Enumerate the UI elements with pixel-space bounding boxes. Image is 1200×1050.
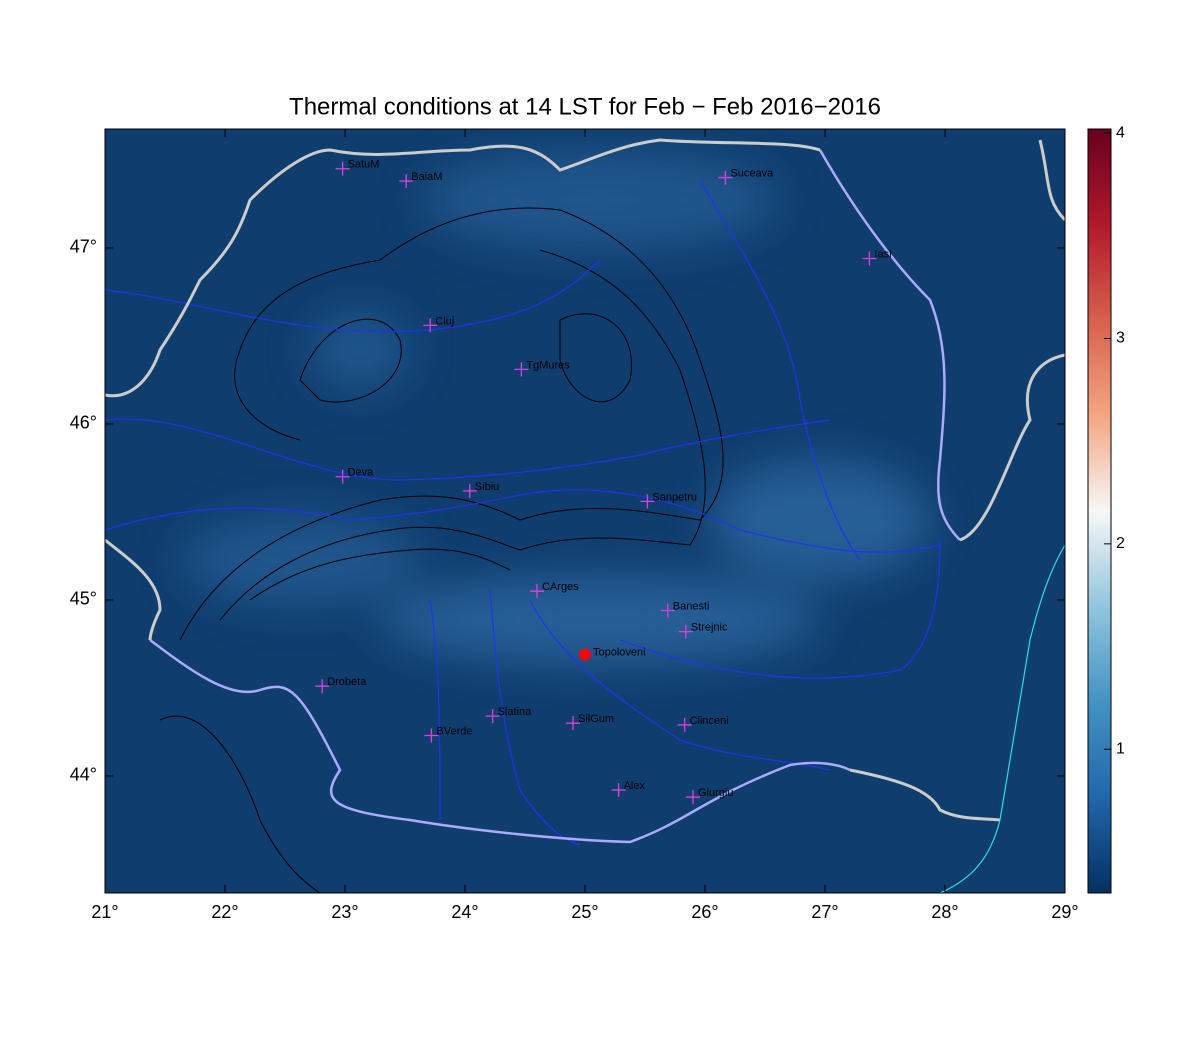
station: Suceava [718,167,774,185]
highlight-label: Topoloveni [593,646,646,658]
prut-border [818,149,961,541]
station-marker [678,624,693,639]
station: BaiaM [399,171,442,189]
station: Cluj [423,315,454,333]
station-label: Deva [348,467,375,479]
colorbar-tick-label: 1 [1116,740,1125,757]
station-label: Sibiu [475,481,499,493]
station: Iasi [862,248,892,266]
station-label: Clinceni [690,715,729,727]
station-label: Sanpetru [652,491,697,503]
station-label: Giurgiu [698,787,733,799]
station-marker [718,170,733,185]
station-label: Slatina [498,706,533,718]
map-area [105,129,1065,893]
y-tick-label: 44° [70,765,97,785]
rivers [105,179,941,846]
station-marker [514,362,529,377]
station: TgMures [514,359,570,377]
station: Strejnic [678,622,728,639]
x-tick-label: 27° [811,902,838,922]
contours [159,207,724,893]
station-label: Alex [624,780,646,792]
x-tick-label: 23° [331,902,358,922]
station-label: CArges [542,581,579,593]
station: Deva [335,467,375,484]
station-marker [640,494,655,509]
station-label: Suceava [730,167,774,179]
colorbar-tick-label: 2 [1116,535,1125,552]
highlight-marker [579,648,591,661]
station-marker [611,783,626,798]
station-label: TgMures [526,359,570,371]
station-label: Iasi [874,248,891,260]
x-tick-label: 29° [1051,902,1078,922]
x-tick-label: 25° [571,902,598,922]
colorbar [1087,128,1112,894]
station-marker [424,728,439,743]
chart-title: Thermal conditions at 14 LST for Feb − F… [289,93,881,120]
station-marker [423,318,438,333]
station-marker [335,469,350,484]
x-tick-label: 26° [691,902,718,922]
station: Slatina [485,706,533,724]
station-label: Banesti [673,600,710,612]
station-marker [677,717,692,732]
station-marker [566,716,580,731]
station-marker [462,483,477,498]
station-label: SilGum [578,713,614,725]
station-marker [686,790,700,805]
station-label: BVerde [436,725,472,737]
x-tick-label: 22° [211,902,238,922]
y-tick-label: 46° [70,413,97,433]
station: CArges [530,581,579,599]
station: BVerde [424,725,472,743]
station-marker [485,709,500,724]
station-marker [862,251,877,266]
station-label: Drobeta [327,676,367,688]
station-marker [399,174,414,189]
station: Banesti [660,600,710,618]
colorbar-tick-label: 4 [1116,124,1125,141]
station: Alex [611,780,646,798]
station: Drobeta [315,676,367,694]
station: SatuM [335,159,380,176]
station-marker [660,603,675,618]
station: Giurgiu [686,787,733,805]
danube-border [149,638,851,844]
y-tick-label: 47° [70,237,97,257]
station-marker [335,161,350,176]
station-label: BaiaM [411,171,442,183]
colorbar-tick-label: 3 [1116,330,1125,347]
country-borders [105,138,1065,822]
station: Sibiu [462,481,499,498]
station: Sanpetru [640,491,697,509]
station: SilGum [566,713,614,731]
x-tick-label: 24° [451,902,478,922]
x-tick-label: 28° [931,902,958,922]
station-label: SatuM [348,159,380,171]
station-marker [315,679,330,694]
station-label: Cluj [435,315,454,327]
x-tick-label: 21° [91,902,118,922]
station-label: Strejnic [691,622,728,634]
y-tick-label: 45° [70,589,97,609]
station: Clinceni [677,715,729,732]
coastline [939,544,1065,893]
station-marker [530,584,544,599]
